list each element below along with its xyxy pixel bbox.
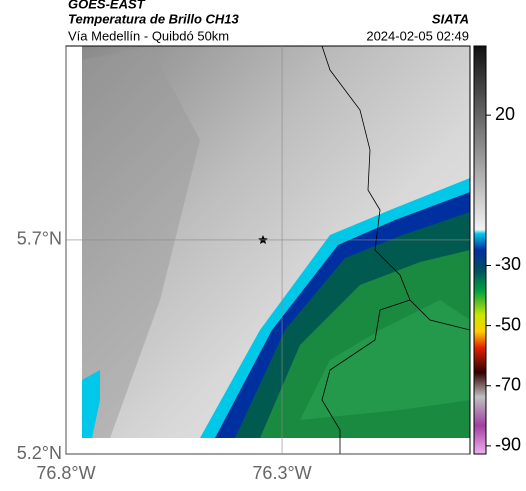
title: Temperatura de Brillo CH13 — [68, 11, 240, 26]
y-tick-label: 5.7°N — [17, 229, 62, 249]
colorbar-tick-label: -90 — [495, 435, 521, 455]
y-tick-label: 5.2°N — [17, 443, 62, 463]
colorbar-tick-label: -70 — [495, 374, 521, 394]
route: Vía Medellín - Quibdó 50km — [68, 28, 229, 43]
colorbar-tick-label: 20 — [495, 104, 515, 124]
source: GOES-EAST — [68, 0, 146, 11]
agency: SIATA — [432, 11, 469, 26]
x-tick-label: 76.8°W — [36, 463, 95, 483]
colorbar-tick-label: -50 — [495, 314, 521, 334]
satellite-image — [66, 46, 470, 454]
x-tick-label: 76.3°W — [252, 463, 311, 483]
datetime: 2024-02-05 02:49 — [366, 28, 469, 43]
colorbar — [473, 45, 487, 455]
colorbar-tick-label: -30 — [495, 254, 521, 274]
